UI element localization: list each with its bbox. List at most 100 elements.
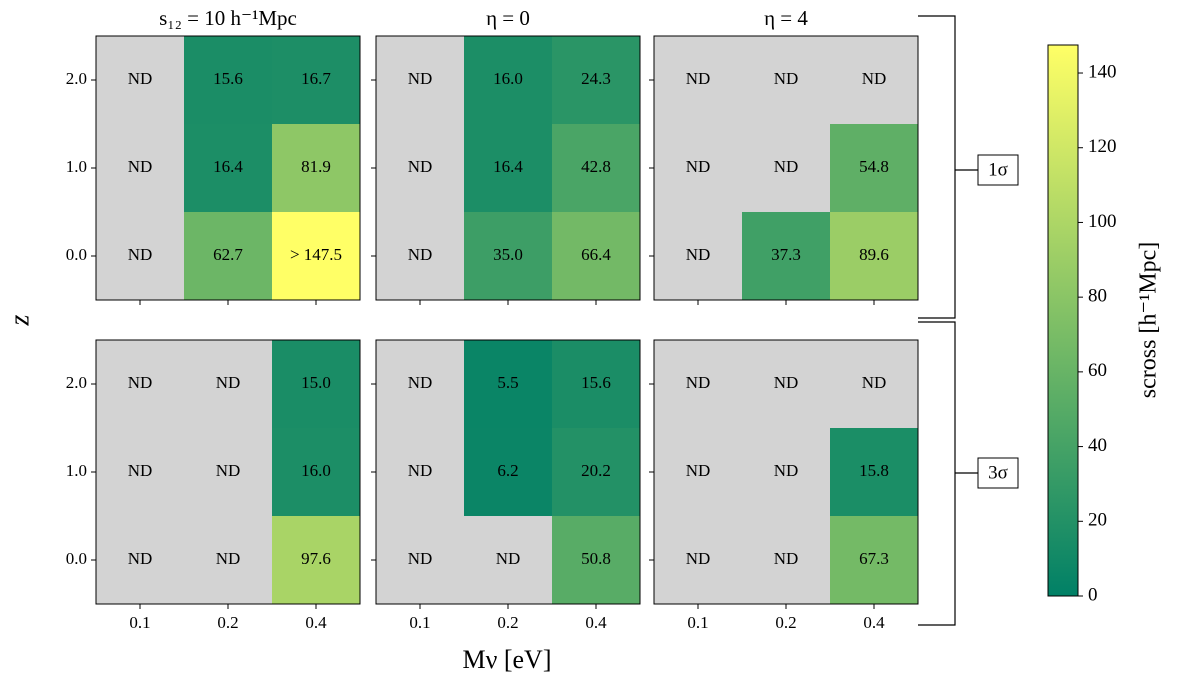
heatmap-cell: [742, 212, 831, 301]
y-tick-label: 2.0: [66, 373, 87, 392]
cell-label: 16.0: [301, 461, 331, 480]
cell-label: ND: [774, 373, 799, 392]
cell-label: 50.8: [581, 549, 611, 568]
cell-label: 15.8: [859, 461, 889, 480]
colorbar-tick-label: 60: [1088, 360, 1107, 381]
heatmap-cell: [654, 36, 743, 125]
x-tick-label: 0.1: [687, 613, 708, 632]
cell-label: ND: [496, 549, 521, 568]
heatmap-cell: [376, 212, 465, 301]
cell-label: 37.3: [771, 245, 801, 264]
cell-label: ND: [216, 373, 241, 392]
heatmap-cell: [272, 36, 361, 125]
heatmap-cell: [552, 516, 641, 605]
cell-label: ND: [128, 461, 153, 480]
x-tick-label: 0.1: [409, 613, 430, 632]
heatmap-cell: [654, 516, 743, 605]
cell-label: ND: [408, 549, 433, 568]
cell-label: 66.4: [581, 245, 611, 264]
heatmap-cell: [552, 124, 641, 213]
x-tick-label: 0.2: [217, 613, 238, 632]
row-label-box: [977, 457, 1019, 489]
colorbar: [1047, 44, 1079, 597]
cell-label: 15.0: [301, 373, 331, 392]
cell-label: ND: [128, 549, 153, 568]
cell-label: 54.8: [859, 157, 889, 176]
cell-label: ND: [408, 157, 433, 176]
cell-label: ND: [686, 461, 711, 480]
panel-title: s₁₂ = 10 h⁻¹Mpc: [159, 6, 297, 30]
heatmap-cell: [184, 124, 273, 213]
heatmap-cell: [376, 516, 465, 605]
heatmap-cell: [184, 516, 273, 605]
heatmap-cell: [742, 124, 831, 213]
cell-label: > 147.5: [290, 245, 342, 264]
heatmap-cell: [464, 428, 553, 517]
row-bracket: [918, 321, 978, 626]
row-label-box: [977, 154, 1019, 186]
x-axis-label: Mν [eV]: [462, 645, 551, 674]
cell-label: 35.0: [493, 245, 523, 264]
heatmap-cell: [96, 516, 185, 605]
colorbar-tick-label: 120: [1088, 136, 1117, 157]
cell-label: ND: [862, 373, 887, 392]
cell-label: 24.3: [581, 69, 611, 88]
heatmap-cell: [830, 212, 919, 301]
colorbar-tick-label: 40: [1088, 435, 1107, 456]
x-tick-label: 0.2: [775, 613, 796, 632]
cell-label: 5.5: [497, 373, 518, 392]
y-tick-label: 2.0: [66, 69, 87, 88]
heatmap-cell: [830, 340, 919, 429]
heatmap-cell: [742, 36, 831, 125]
heatmap-cell: [654, 340, 743, 429]
panel-title: η = 4: [764, 6, 808, 30]
heatmap-cell: [830, 428, 919, 517]
cell-label: 67.3: [859, 549, 889, 568]
cell-label: ND: [686, 245, 711, 264]
heatmap-cell: [376, 340, 465, 429]
cell-label: ND: [774, 549, 799, 568]
colorbar-tick-label: 80: [1088, 286, 1107, 307]
heatmap-cell: [464, 36, 553, 125]
cell-label: 16.4: [493, 157, 523, 176]
cell-label: ND: [686, 549, 711, 568]
heatmap-cell: [654, 428, 743, 517]
cell-label: ND: [128, 157, 153, 176]
y-axis-label: z: [4, 314, 35, 326]
heatmap-cell: [96, 124, 185, 213]
cell-label: 16.0: [493, 69, 523, 88]
colorbar-tick-label: 100: [1088, 211, 1117, 232]
heatmap-cell: [272, 516, 361, 605]
heatmap-cell: [184, 340, 273, 429]
row-bracket: [918, 15, 978, 319]
heatmap-cell: [552, 340, 641, 429]
y-tick-label: 1.0: [66, 157, 87, 176]
cell-label: ND: [128, 373, 153, 392]
cell-label: 15.6: [581, 373, 611, 392]
heatmap-cell: [552, 212, 641, 301]
heatmap-cell: [830, 516, 919, 605]
heatmap-cell: [830, 36, 919, 125]
heatmap-cell: [552, 428, 641, 517]
cell-label: ND: [408, 373, 433, 392]
heatmap-cell: [272, 428, 361, 517]
cell-label: 16.7: [301, 69, 331, 88]
x-tick-label: 0.4: [305, 613, 327, 632]
cell-label: 16.4: [213, 157, 243, 176]
cell-label: ND: [862, 69, 887, 88]
heatmap-cell: [464, 340, 553, 429]
heatmap-cell: [96, 428, 185, 517]
x-tick-label: 0.4: [585, 613, 607, 632]
cell-label: ND: [774, 157, 799, 176]
cell-label: 6.2: [497, 461, 518, 480]
x-tick-label: 0.1: [129, 613, 150, 632]
cell-label: ND: [686, 69, 711, 88]
heatmap-cell: [742, 340, 831, 429]
colorbar-tick-label: 0: [1088, 584, 1098, 605]
cell-label: ND: [408, 69, 433, 88]
heatmap-cell: [464, 124, 553, 213]
heatmap-cell: [184, 212, 273, 301]
y-tick-label: 0.0: [66, 245, 87, 264]
heatmap-cell: [376, 36, 465, 125]
